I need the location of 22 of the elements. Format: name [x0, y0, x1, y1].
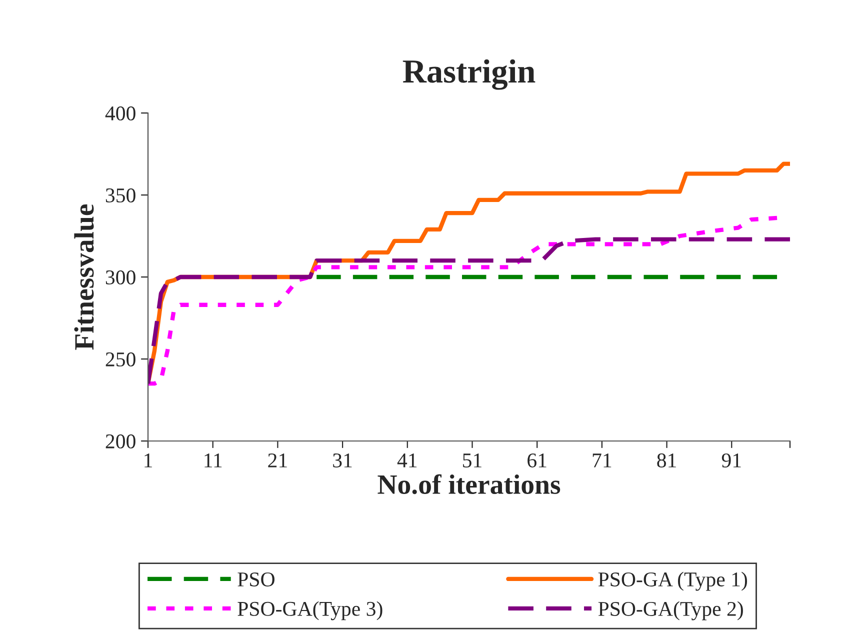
- x-tick-label: 31: [333, 453, 352, 468]
- x-tick-label: 91: [722, 453, 741, 468]
- y-axis-title: Fitnessvalue: [74, 204, 94, 350]
- x-tick-label: 11: [204, 454, 222, 468]
- x-tick-label: 51: [463, 454, 482, 468]
- legend-label: PSO: [238, 572, 274, 586]
- y-tick-label: 200: [106, 434, 136, 448]
- legend-label: PSO-GA(Type 2): [598, 601, 743, 620]
- legend-label: PSO-GA (Type 1): [598, 572, 748, 591]
- y-tick-label: 300: [106, 270, 136, 284]
- y-tick-label: 400: [105, 106, 136, 120]
- x-tick-label: 71: [592, 454, 612, 468]
- x-tick-label: 81: [657, 453, 676, 468]
- legend-label: PSO-GA(Type 3): [238, 601, 382, 620]
- chart-title: Rastrigin: [402, 59, 536, 90]
- x-axis-title: No.of iterations: [378, 474, 560, 494]
- x-tick-label: 61: [528, 453, 546, 468]
- x-tick-label: 1: [144, 454, 152, 468]
- y-tick-label: 250: [106, 352, 136, 366]
- y-tick-label: 350: [106, 188, 136, 202]
- x-tick-label: 41: [397, 454, 417, 468]
- x-tick-label: 21: [268, 453, 287, 468]
